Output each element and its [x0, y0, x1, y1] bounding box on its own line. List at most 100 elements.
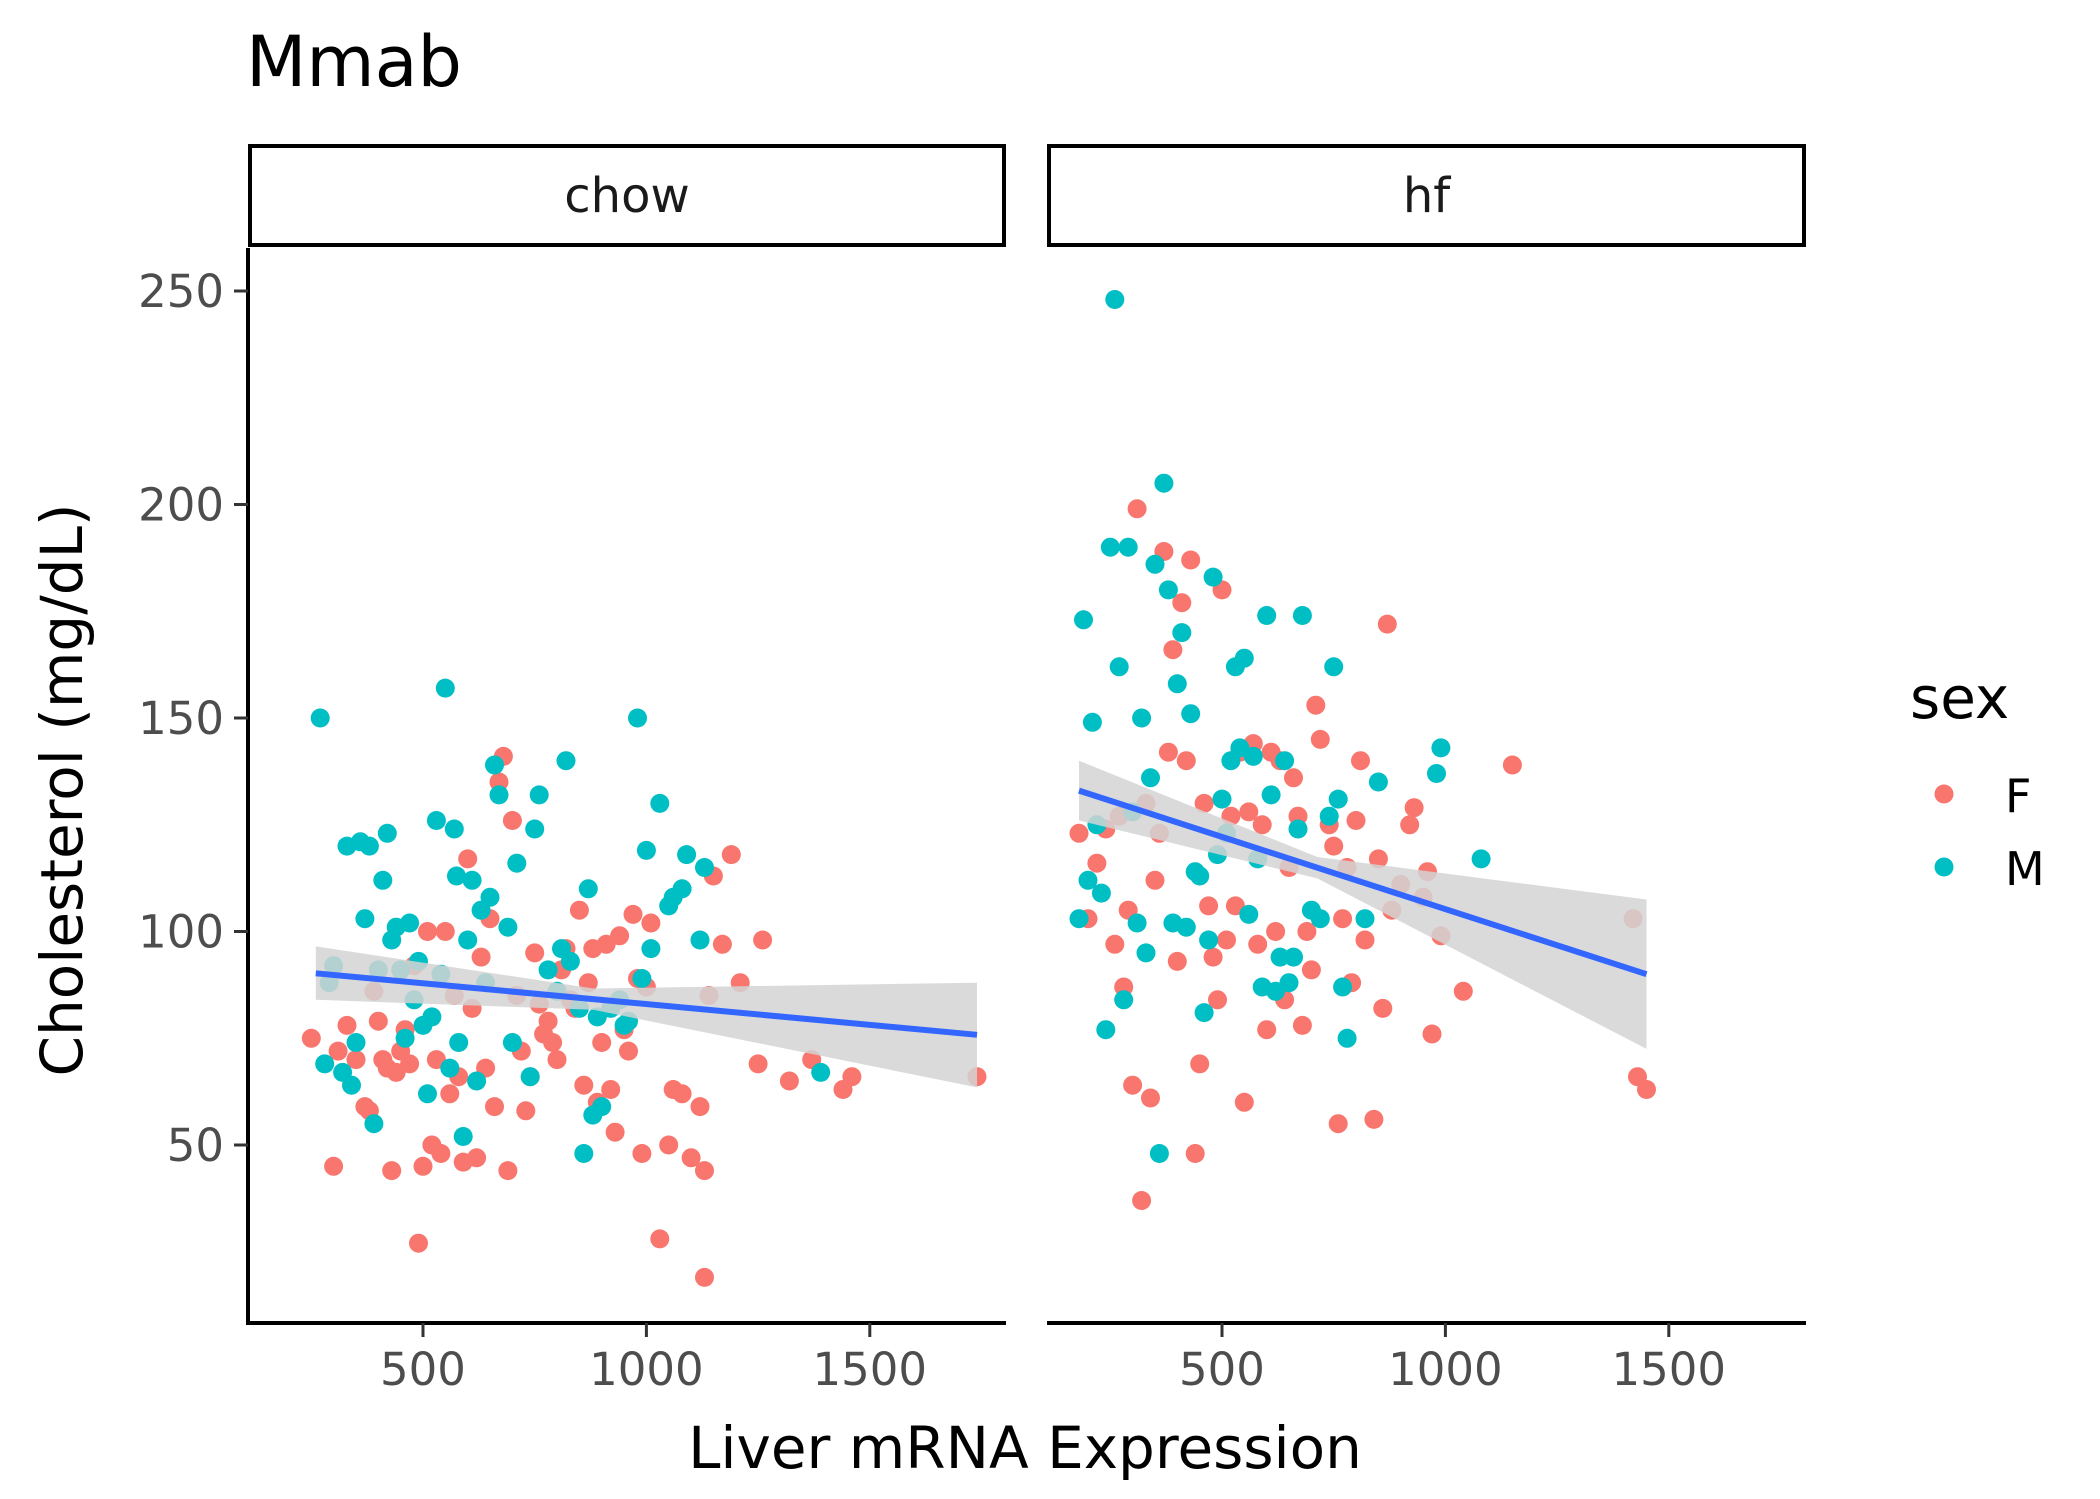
- x-tick-label: 1500: [1612, 1343, 1727, 1396]
- data-point-f: [1172, 593, 1192, 613]
- data-point-f: [1453, 981, 1473, 1001]
- y-axis-title: Cholesterol (mg/dL): [28, 503, 96, 1076]
- data-point-m: [1074, 610, 1093, 630]
- data-point-f: [328, 1041, 348, 1061]
- data-point-m: [453, 1127, 473, 1146]
- data-point-m: [1212, 789, 1232, 809]
- data-point-f: [641, 913, 661, 933]
- facet-strip: [248, 144, 1006, 247]
- data-point-m: [578, 879, 598, 899]
- data-point-m: [1431, 738, 1451, 758]
- x-tick-label: 500: [380, 1343, 466, 1396]
- data-point-f: [1400, 815, 1420, 835]
- data-point-f: [1167, 951, 1187, 971]
- data-point-m: [690, 930, 710, 950]
- data-point-f: [1637, 1080, 1656, 1099]
- data-point-m: [449, 1033, 469, 1052]
- data-point-f: [1217, 930, 1236, 950]
- data-point-f: [1176, 751, 1196, 771]
- data-point-m: [467, 1071, 487, 1091]
- data-point-m: [458, 930, 478, 950]
- data-point-m: [1132, 708, 1152, 728]
- data-point-f: [435, 922, 455, 941]
- data-point-f: [623, 904, 643, 924]
- data-point-m: [1319, 806, 1339, 826]
- data-point-m: [1234, 648, 1254, 668]
- confidence-band: [315, 946, 977, 1088]
- data-point-m: [632, 969, 652, 988]
- data-point-f: [1234, 1092, 1254, 1112]
- data-point-m: [525, 819, 545, 839]
- data-point-f: [1132, 1191, 1152, 1210]
- data-point-m: [480, 887, 500, 907]
- data-point-f: [324, 1156, 344, 1176]
- data-point-f: [1351, 751, 1370, 771]
- data-point-f: [1324, 836, 1344, 856]
- data-point-f: [1266, 922, 1286, 941]
- data-point-m: [346, 1033, 366, 1052]
- legend-key-m: [1934, 857, 1954, 877]
- data-point-m: [520, 1067, 540, 1087]
- confidence-band: [1079, 760, 1647, 1049]
- data-point-f: [1306, 695, 1326, 715]
- data-point-f: [1422, 1024, 1442, 1044]
- data-point-m: [677, 845, 697, 865]
- data-point-f: [498, 1161, 518, 1181]
- data-point-f: [842, 1067, 862, 1087]
- data-point-m: [1333, 977, 1353, 997]
- data-point-f: [471, 947, 491, 967]
- legend-label-m: M: [2005, 842, 2045, 896]
- data-point-f: [1105, 934, 1125, 954]
- data-point-m: [1141, 768, 1160, 788]
- data-point-m: [1118, 537, 1138, 557]
- data-point-f: [547, 1050, 567, 1070]
- x-axis-title: Liver mRNA Expression: [688, 1414, 1362, 1482]
- data-point-f: [1158, 742, 1178, 762]
- data-point-f: [690, 1097, 710, 1117]
- data-point-m: [400, 913, 420, 933]
- data-point-f: [525, 943, 545, 963]
- y-axis: 50 100 150 200 250: [138, 248, 250, 1325]
- data-point-f: [485, 1097, 504, 1117]
- data-point-m: [1109, 657, 1129, 677]
- y-tick-label: 250: [138, 265, 224, 318]
- data-point-m: [1279, 973, 1299, 993]
- data-point-m: [1158, 580, 1178, 600]
- y-tick-label: 100: [138, 906, 224, 959]
- data-point-f: [440, 1084, 460, 1104]
- facet-panel-chow: chow 500 1000 1500: [248, 144, 1006, 1396]
- data-point-f: [409, 1233, 428, 1253]
- data-point-f: [1208, 990, 1227, 1010]
- data-point-f: [1248, 934, 1268, 954]
- data-point-f: [1284, 768, 1303, 788]
- x-tick-label: 1000: [1388, 1343, 1503, 1396]
- data-point-m: [489, 785, 509, 805]
- data-point-m: [1176, 917, 1196, 937]
- data-point-f: [1087, 853, 1107, 873]
- data-point-m: [440, 1058, 460, 1078]
- data-point-m: [355, 909, 375, 929]
- data-point-m: [628, 708, 647, 728]
- data-point-f: [346, 1050, 366, 1070]
- data-point-m: [560, 951, 580, 971]
- data-point-m: [1203, 567, 1223, 587]
- data-point-f: [1333, 909, 1353, 929]
- data-point-m: [1105, 290, 1125, 309]
- data-point-f: [779, 1071, 799, 1091]
- data-point-m: [1275, 751, 1295, 771]
- data-point-f: [337, 1015, 357, 1035]
- regression-line: [315, 970, 978, 1038]
- data-point-m: [538, 960, 558, 980]
- data-point-m: [695, 858, 714, 877]
- data-point-f: [1163, 640, 1183, 660]
- data-point-f: [1310, 729, 1330, 749]
- data-point-m: [1292, 606, 1312, 625]
- data-point-f: [605, 1122, 625, 1142]
- data-point-f: [574, 1075, 594, 1095]
- data-point-m: [498, 917, 518, 937]
- data-point-f: [538, 1011, 558, 1031]
- data-point-m: [373, 870, 393, 890]
- data-point-m: [395, 1028, 415, 1048]
- data-point-f: [1127, 499, 1147, 519]
